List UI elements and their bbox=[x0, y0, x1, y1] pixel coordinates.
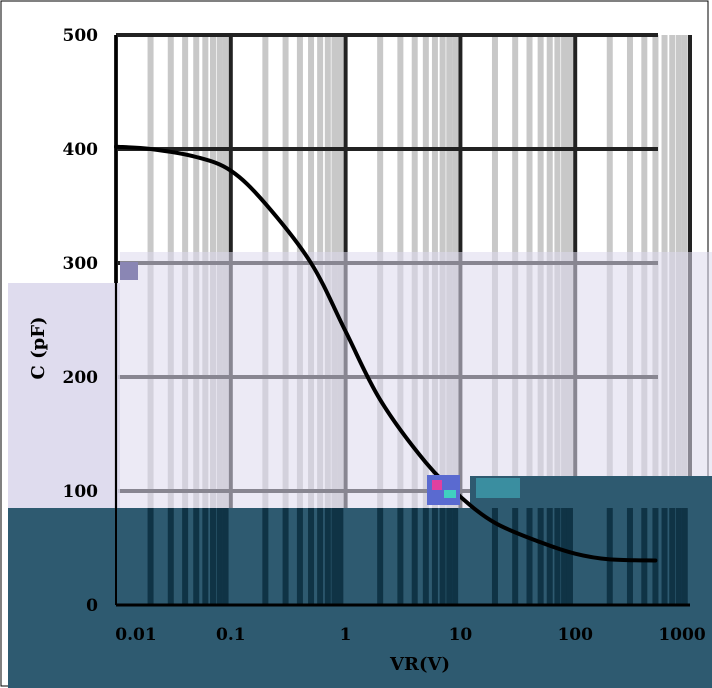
minor-gridline-dark bbox=[262, 508, 269, 605]
minor-gridline-dark bbox=[439, 508, 446, 605]
artifact-blobs bbox=[120, 262, 520, 505]
minor-gridline-dark bbox=[661, 508, 668, 605]
y-tick-label: 0 bbox=[86, 596, 98, 616]
minor-gridline-dark bbox=[296, 508, 303, 605]
minor-gridline-dark bbox=[331, 508, 338, 605]
minor-gridline-dark bbox=[446, 508, 453, 605]
minor-gridline-dark bbox=[452, 508, 459, 605]
minor-gridline-dark bbox=[431, 508, 438, 605]
minor-gridline-dark bbox=[202, 508, 209, 605]
minor-gridline-dark bbox=[669, 508, 676, 605]
capacitance-curve bbox=[114, 144, 658, 563]
minor-gridline-dark bbox=[561, 508, 568, 605]
minor-gridline-dark bbox=[512, 508, 519, 605]
minor-gridline-dark bbox=[308, 508, 315, 605]
minor-gridline-dark bbox=[606, 508, 613, 605]
overlay-lavender-left bbox=[8, 283, 120, 508]
minor-gridline-dark bbox=[147, 508, 154, 605]
minor-gridline-dark bbox=[182, 508, 189, 605]
minor-gridline-dark bbox=[337, 508, 344, 605]
y-tick-label: 400 bbox=[63, 140, 99, 160]
minor-gridline-dark bbox=[216, 508, 223, 605]
overlay-teal-lower bbox=[8, 508, 712, 688]
y-tick-label: 100 bbox=[63, 482, 99, 502]
minor-gridline-dark bbox=[210, 508, 217, 605]
minor-gridlines-dark bbox=[147, 508, 688, 605]
y-tick-label: 300 bbox=[63, 254, 99, 274]
minor-gridline-dark bbox=[554, 508, 561, 605]
x-axis-title: VR(V) bbox=[389, 654, 450, 675]
y-tick-label: 200 bbox=[63, 368, 99, 388]
minor-gridline-dark bbox=[397, 508, 404, 605]
minor-gridline-dark bbox=[422, 508, 429, 605]
minor-gridline-dark bbox=[675, 508, 682, 605]
minor-gridline-dark bbox=[491, 508, 498, 605]
minor-gridline-dark bbox=[377, 508, 384, 605]
minor-gridline-dark bbox=[324, 508, 331, 605]
overlay-regions bbox=[8, 252, 712, 688]
minor-gridline-dark bbox=[652, 508, 659, 605]
minor-gridline-dark bbox=[526, 508, 533, 605]
minor-gridline-dark bbox=[317, 508, 324, 605]
x-tick-label: 1000 bbox=[658, 625, 705, 645]
minor-gridline-dark bbox=[546, 508, 553, 605]
y-tick-label: 500 bbox=[63, 26, 99, 46]
minor-gridline-dark bbox=[566, 508, 573, 605]
minor-gridline-dark bbox=[282, 508, 289, 605]
x-tick-label: 0.01 bbox=[115, 625, 156, 645]
minor-gridline-dark bbox=[626, 508, 633, 605]
x-tick-label: 10 bbox=[449, 625, 473, 645]
minor-gridline-dark bbox=[641, 508, 648, 605]
x-tick-label: 0.1 bbox=[216, 625, 246, 645]
x-tick-label: 100 bbox=[557, 625, 593, 645]
minor-gridline-dark bbox=[537, 508, 544, 605]
y-tick-labels: 0 100 200 300 400 500 bbox=[63, 26, 99, 616]
y-axis-title: C (pF) bbox=[28, 317, 49, 380]
minor-gridline-dark bbox=[681, 508, 688, 605]
minor-gridline-dark bbox=[222, 508, 229, 605]
minor-gridline-dark bbox=[411, 508, 418, 605]
overlay-lavender-top bbox=[120, 252, 712, 508]
minor-gridline-dark bbox=[193, 508, 200, 605]
x-tick-label: 1 bbox=[340, 625, 352, 645]
minor-gridline-dark bbox=[167, 508, 174, 605]
x-tick-labels: 0.01 0.1 1 10 100 1000 bbox=[115, 625, 706, 645]
